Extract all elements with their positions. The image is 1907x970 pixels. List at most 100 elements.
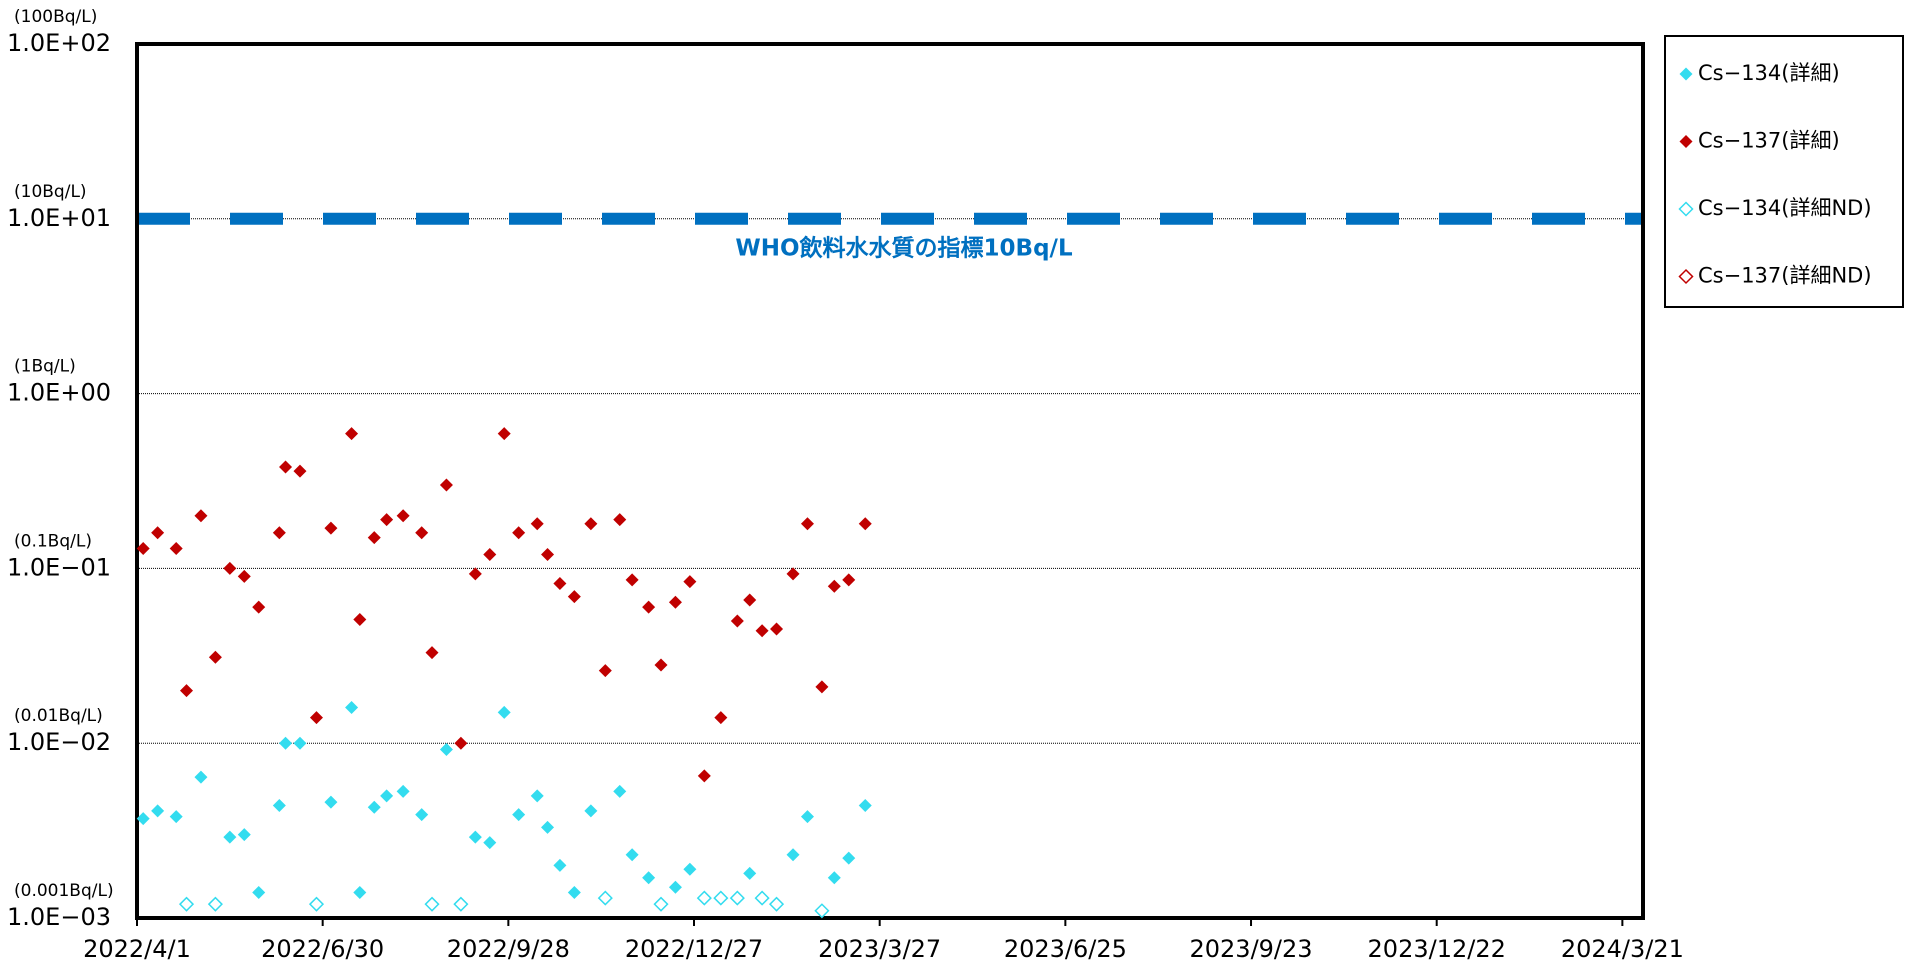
data-point — [237, 828, 251, 842]
data-point — [827, 871, 841, 885]
data-point — [729, 890, 745, 906]
data-point — [194, 509, 208, 523]
data-point — [642, 600, 656, 614]
data-point — [237, 569, 251, 583]
y-tick-label: 1.0E+01 — [7, 204, 111, 232]
data-point — [768, 896, 785, 912]
data-point — [786, 848, 800, 862]
x-tick-label: 2022/6/30 — [261, 935, 384, 963]
y-tick-note: (0.01Bq/L) — [14, 706, 103, 726]
data-point — [743, 866, 757, 880]
y-tick-label: 1.0E−02 — [7, 728, 111, 756]
data-point — [380, 513, 394, 527]
data-point — [208, 650, 222, 664]
data-point — [279, 460, 293, 474]
data-point — [786, 567, 800, 581]
data-point — [439, 478, 453, 492]
legend-marker — [1679, 135, 1693, 148]
legend-label: Cs−134(詳細) — [1698, 61, 1840, 85]
y-tick-label: 1.0E+00 — [7, 379, 111, 407]
data-point — [567, 885, 581, 899]
data-point — [584, 804, 598, 818]
data-point — [567, 590, 581, 604]
data-point — [454, 736, 468, 750]
data-point — [613, 784, 627, 798]
data-point — [136, 541, 150, 555]
data-point — [800, 810, 814, 824]
data-point — [642, 871, 656, 885]
x-tick-label: 2022/9/28 — [447, 935, 570, 963]
data-point — [668, 880, 682, 894]
data-point — [223, 830, 237, 844]
x-tick-label: 2024/3/21 — [1561, 935, 1684, 963]
data-point — [425, 646, 439, 660]
data-point — [272, 526, 286, 540]
data-point — [367, 800, 381, 814]
data-point — [842, 851, 856, 865]
data-point — [653, 896, 669, 912]
data-point — [668, 595, 682, 609]
data-point — [415, 808, 429, 822]
reference-label: WHO飲料水水質の指標10Bq/L — [735, 235, 1073, 262]
data-point — [815, 680, 829, 694]
data-point — [252, 600, 266, 614]
data-point — [136, 812, 150, 826]
data-point — [483, 836, 497, 850]
data-point — [353, 885, 367, 899]
data-point — [180, 684, 194, 698]
data-point — [613, 513, 627, 527]
data-point — [553, 858, 567, 872]
data-point — [584, 517, 598, 531]
data-point — [194, 770, 208, 784]
data-point — [178, 896, 195, 912]
data-point — [827, 579, 841, 593]
y-tick-note: (0.1Bq/L) — [14, 531, 92, 551]
data-point — [625, 573, 639, 587]
y-tick-label: 1.0E−03 — [7, 903, 111, 931]
x-tick-label: 2023/3/27 — [818, 935, 941, 963]
data-point — [530, 517, 544, 531]
data-point — [380, 789, 394, 803]
data-point — [293, 464, 307, 478]
y-tick-note: (10Bq/L) — [14, 182, 87, 202]
data-point — [858, 799, 872, 813]
data-point — [497, 427, 511, 441]
data-point — [754, 890, 770, 906]
data-point — [151, 526, 165, 540]
legend-label: Cs−137(詳細) — [1698, 129, 1840, 153]
y-tick-note: (1Bq/L) — [14, 357, 76, 377]
y-tick-label: 1.0E−01 — [7, 553, 111, 581]
data-point — [597, 890, 613, 906]
data-point — [453, 896, 469, 912]
data-point — [497, 705, 511, 719]
data-point — [730, 614, 744, 628]
data-point — [324, 521, 338, 535]
data-point — [367, 531, 381, 545]
legend-label: Cs−137(詳細ND) — [1698, 264, 1872, 288]
x-tick-label: 2023/12/22 — [1368, 935, 1506, 963]
data-point — [743, 593, 757, 607]
data-point — [396, 509, 410, 523]
data-point — [541, 548, 555, 562]
y-tick-label: 1.0E+02 — [7, 29, 111, 57]
data-point — [324, 795, 338, 809]
data-point — [512, 526, 526, 540]
legend-box — [1664, 35, 1904, 308]
data-point — [169, 541, 183, 555]
data-point — [541, 820, 555, 834]
data-point — [858, 517, 872, 531]
data-point — [424, 896, 440, 912]
data-point — [468, 567, 482, 581]
data-point — [293, 736, 307, 750]
plot-frame — [135, 42, 1645, 920]
x-tick-label: 2023/6/25 — [1004, 935, 1127, 963]
data-point — [800, 517, 814, 531]
data-point — [272, 799, 286, 813]
data-point — [683, 575, 697, 589]
data-point — [713, 890, 729, 906]
data-point — [598, 664, 612, 678]
data-point — [252, 885, 266, 899]
y-tick-note: (0.001Bq/L) — [14, 881, 114, 901]
data-point — [207, 896, 223, 912]
